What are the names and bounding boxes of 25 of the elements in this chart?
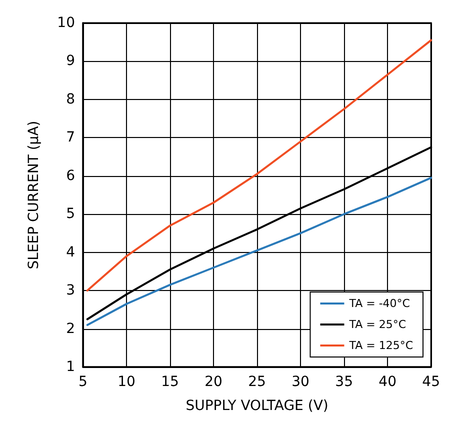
- y-tick-label: 6: [66, 168, 76, 184]
- x-axis-title: SUPPLY VOLTAGE (V): [186, 398, 328, 414]
- x-tick-label: 10: [118, 374, 136, 390]
- y-tick-label: 5: [66, 206, 75, 222]
- line-series: [86, 39, 432, 292]
- y-tick-label: 8: [66, 91, 75, 108]
- legend-label: TA = 25°C: [348, 318, 406, 331]
- x-tick-label: 35: [335, 374, 353, 390]
- x-tick-label: 15: [161, 374, 179, 390]
- x-tick-label: 25: [248, 374, 266, 390]
- x-tick-label: 40: [378, 374, 396, 390]
- y-tick-label: 7: [66, 130, 75, 146]
- legend-label: TA = 125°C: [348, 339, 414, 352]
- y-tick-label: 1: [66, 359, 75, 375]
- y-tick-label: 9: [66, 53, 75, 70]
- y-axis-title: SLEEP CURRENT (µA): [26, 120, 42, 270]
- x-tick-label: 20: [204, 374, 222, 390]
- y-tick-label: 2: [66, 320, 75, 337]
- y-tick-label: 3: [66, 282, 75, 299]
- x-tick-label: 30: [292, 374, 310, 390]
- y-tick-label: 4: [66, 244, 76, 260]
- y-tick-label: 10: [57, 15, 75, 31]
- x-tick-label: 5: [78, 374, 88, 390]
- x-tick-label: 45: [422, 374, 440, 390]
- legend-label: TA = -40°C: [348, 297, 410, 310]
